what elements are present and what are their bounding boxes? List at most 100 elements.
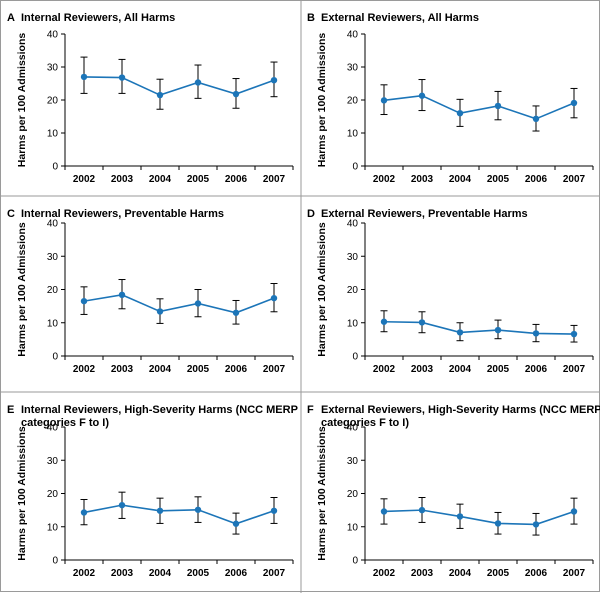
y-tick-label: 30 [47, 456, 59, 467]
y-axis-label: Harms per 100 Admissions [16, 222, 28, 357]
panel-title: External Reviewers, Preventable Harms [321, 208, 528, 220]
x-tick-label: 2002 [373, 364, 396, 375]
x-tick-label: 2002 [73, 364, 96, 375]
x-tick-label: 2007 [563, 174, 586, 185]
y-tick-label: 10 [47, 522, 59, 533]
y-tick-label: 40 [47, 219, 59, 230]
y-tick-label: 20 [47, 285, 59, 296]
series-line [383, 94, 575, 120]
data-point [494, 520, 502, 527]
data-point [118, 74, 126, 81]
series-line [383, 509, 575, 526]
y-axis-label: Harms per 100 Admissions [316, 222, 328, 357]
series-line [83, 293, 275, 314]
x-tick-label: 2003 [111, 568, 134, 579]
data-point [532, 521, 540, 528]
y-tick-label: 30 [347, 63, 359, 74]
data-point [418, 319, 426, 326]
y-tick-label: 10 [47, 129, 59, 140]
x-tick-label: 2005 [187, 174, 210, 185]
x-tick-label: 2003 [411, 568, 434, 579]
data-point [270, 77, 278, 84]
y-tick-label: 20 [347, 96, 359, 107]
x-tick-label: 2006 [225, 364, 248, 375]
data-point [494, 326, 502, 334]
data-point [570, 508, 578, 515]
data-point [418, 506, 426, 514]
x-tick-label: 2004 [149, 364, 172, 375]
data-point [380, 318, 388, 325]
x-tick-label: 2006 [525, 568, 548, 579]
y-tick-label: 40 [347, 219, 359, 230]
y-tick-label: 20 [47, 489, 59, 500]
y-tick-label: 0 [352, 556, 358, 567]
data-point [232, 309, 240, 316]
x-tick-label: 2004 [449, 364, 472, 375]
data-point [80, 509, 88, 516]
data-point [118, 291, 126, 299]
data-point [456, 329, 464, 336]
data-point [570, 99, 578, 107]
y-tick-label: 30 [347, 252, 359, 263]
data-point [232, 90, 240, 98]
panel-title: External Reviewers, High-Severity Harms … [321, 404, 600, 416]
data-point [532, 330, 540, 337]
y-axis-label: Harms per 100 Admissions [316, 33, 328, 168]
data-point [570, 330, 578, 338]
data-point [494, 102, 502, 110]
x-tick-label: 2007 [263, 174, 286, 185]
x-tick-label: 2007 [263, 568, 286, 579]
series-line [83, 76, 275, 96]
panel-f: F External Reviewers, High-Severity Harms… [307, 404, 600, 579]
y-tick-label: 40 [47, 30, 59, 41]
panel-b: B External Reviewers, All Harms Harms per … [307, 12, 594, 185]
x-tick-label: 2007 [563, 568, 586, 579]
x-tick-label: 2004 [149, 568, 172, 579]
data-point [380, 508, 388, 515]
x-tick-label: 2002 [73, 174, 96, 185]
panel-title: Internal Reviewers, All Harms [21, 12, 175, 24]
data-point [156, 507, 164, 514]
data-point [456, 110, 464, 117]
data-point [118, 501, 126, 509]
data-point [456, 513, 464, 520]
x-tick-label: 2005 [487, 568, 510, 579]
series-line [83, 504, 275, 525]
y-tick-label: 20 [347, 285, 359, 296]
x-tick-label: 2002 [373, 174, 396, 185]
y-tick-label: 0 [52, 162, 58, 173]
x-tick-label: 2006 [525, 364, 548, 375]
x-tick-label: 2004 [449, 174, 472, 185]
y-tick-label: 20 [47, 96, 59, 107]
panel-d: D External Reviewers, Preventable Harms Ha… [307, 208, 594, 375]
panel-e: E Internal Reviewers, High-Severity Harms… [7, 404, 298, 579]
y-tick-label: 20 [347, 489, 359, 500]
y-tick-label: 10 [347, 522, 359, 533]
y-axis-label: Harms per 100 Admissions [16, 426, 28, 561]
data-point [194, 300, 202, 307]
panel-title: categories F to I) [21, 417, 109, 429]
y-tick-label: 10 [347, 129, 359, 140]
data-point [532, 115, 540, 123]
x-tick-label: 2007 [563, 364, 586, 375]
data-point [80, 297, 88, 305]
y-tick-label: 30 [347, 456, 359, 467]
panel-c: C Internal Reviewers, Preventable Harms Ha… [7, 208, 294, 375]
data-point [270, 507, 278, 514]
data-point [194, 506, 202, 513]
x-tick-label: 2002 [373, 568, 396, 579]
y-tick-label: 0 [52, 556, 58, 567]
x-tick-label: 2005 [187, 364, 210, 375]
x-tick-label: 2004 [449, 568, 472, 579]
x-tick-label: 2005 [487, 364, 510, 375]
y-tick-label: 40 [47, 423, 59, 434]
x-tick-label: 2006 [525, 174, 548, 185]
data-point [194, 79, 202, 86]
panel-letter: C [7, 208, 15, 220]
y-tick-label: 30 [47, 63, 59, 74]
x-tick-label: 2004 [149, 174, 172, 185]
y-tick-label: 10 [347, 318, 359, 329]
panel-title: Internal Reviewers, High-Severity Harms … [21, 404, 298, 416]
